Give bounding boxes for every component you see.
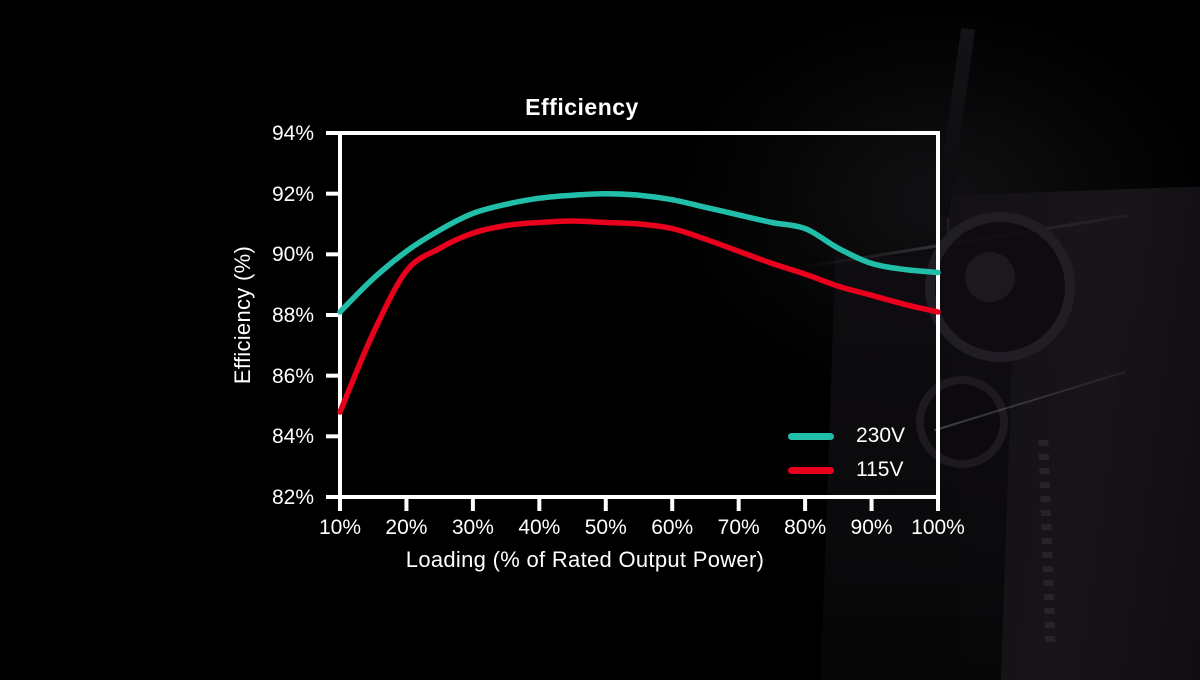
x-tick-label: 30%: [451, 516, 494, 539]
x-tick-label: 80%: [784, 516, 827, 539]
y-tick-label: 90%: [271, 243, 314, 267]
x-tick-label: 20%: [385, 516, 428, 539]
chart-title: Efficiency: [525, 94, 639, 120]
legend-swatch-230v: [788, 432, 834, 440]
x-tick-label: 10%: [318, 516, 362, 539]
y-tick-label: 82%: [271, 486, 314, 509]
legend-label-115v: 115V: [856, 458, 904, 481]
legend-item-230v: 230V: [788, 424, 905, 448]
legend-item-115v: 115V: [788, 458, 905, 482]
y-tick-label: 84%: [271, 425, 314, 449]
x-tick-label: 40%: [518, 516, 561, 539]
x-axis-title: Loading (% of Rated Output Power): [405, 547, 765, 572]
x-tick-label: 70%: [717, 516, 760, 539]
x-tick-label: 60%: [651, 516, 694, 539]
x-tick-label: 100%: [911, 516, 965, 539]
y-tick-label: 88%: [271, 304, 314, 327]
axis-frame: [338, 131, 940, 499]
y-tick-label: 94%: [271, 122, 314, 145]
y-tick-label: 86%: [271, 364, 314, 388]
legend-label-230v: 230V: [856, 424, 906, 447]
x-tick-label: 50%: [584, 516, 627, 539]
chart-legend: 230V 115V: [788, 424, 905, 482]
legend-swatch-115v: [788, 466, 834, 474]
series-line-115v: [337, 218, 941, 415]
y-tick-label: 92%: [271, 182, 314, 206]
x-tick-label: 90%: [850, 516, 893, 539]
series-line-230v: [337, 190, 941, 315]
